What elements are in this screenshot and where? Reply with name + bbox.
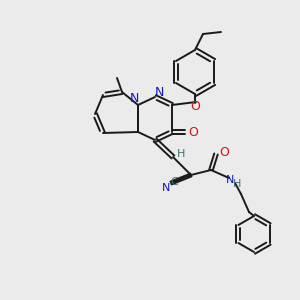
Text: O: O xyxy=(190,100,200,113)
Text: N: N xyxy=(129,92,139,106)
Text: C: C xyxy=(170,177,178,187)
Text: N: N xyxy=(162,183,170,193)
Text: O: O xyxy=(188,125,198,139)
Text: H: H xyxy=(177,149,185,159)
Text: O: O xyxy=(219,146,229,158)
Text: N: N xyxy=(226,175,234,185)
Text: N: N xyxy=(154,86,164,100)
Text: H: H xyxy=(233,179,241,189)
